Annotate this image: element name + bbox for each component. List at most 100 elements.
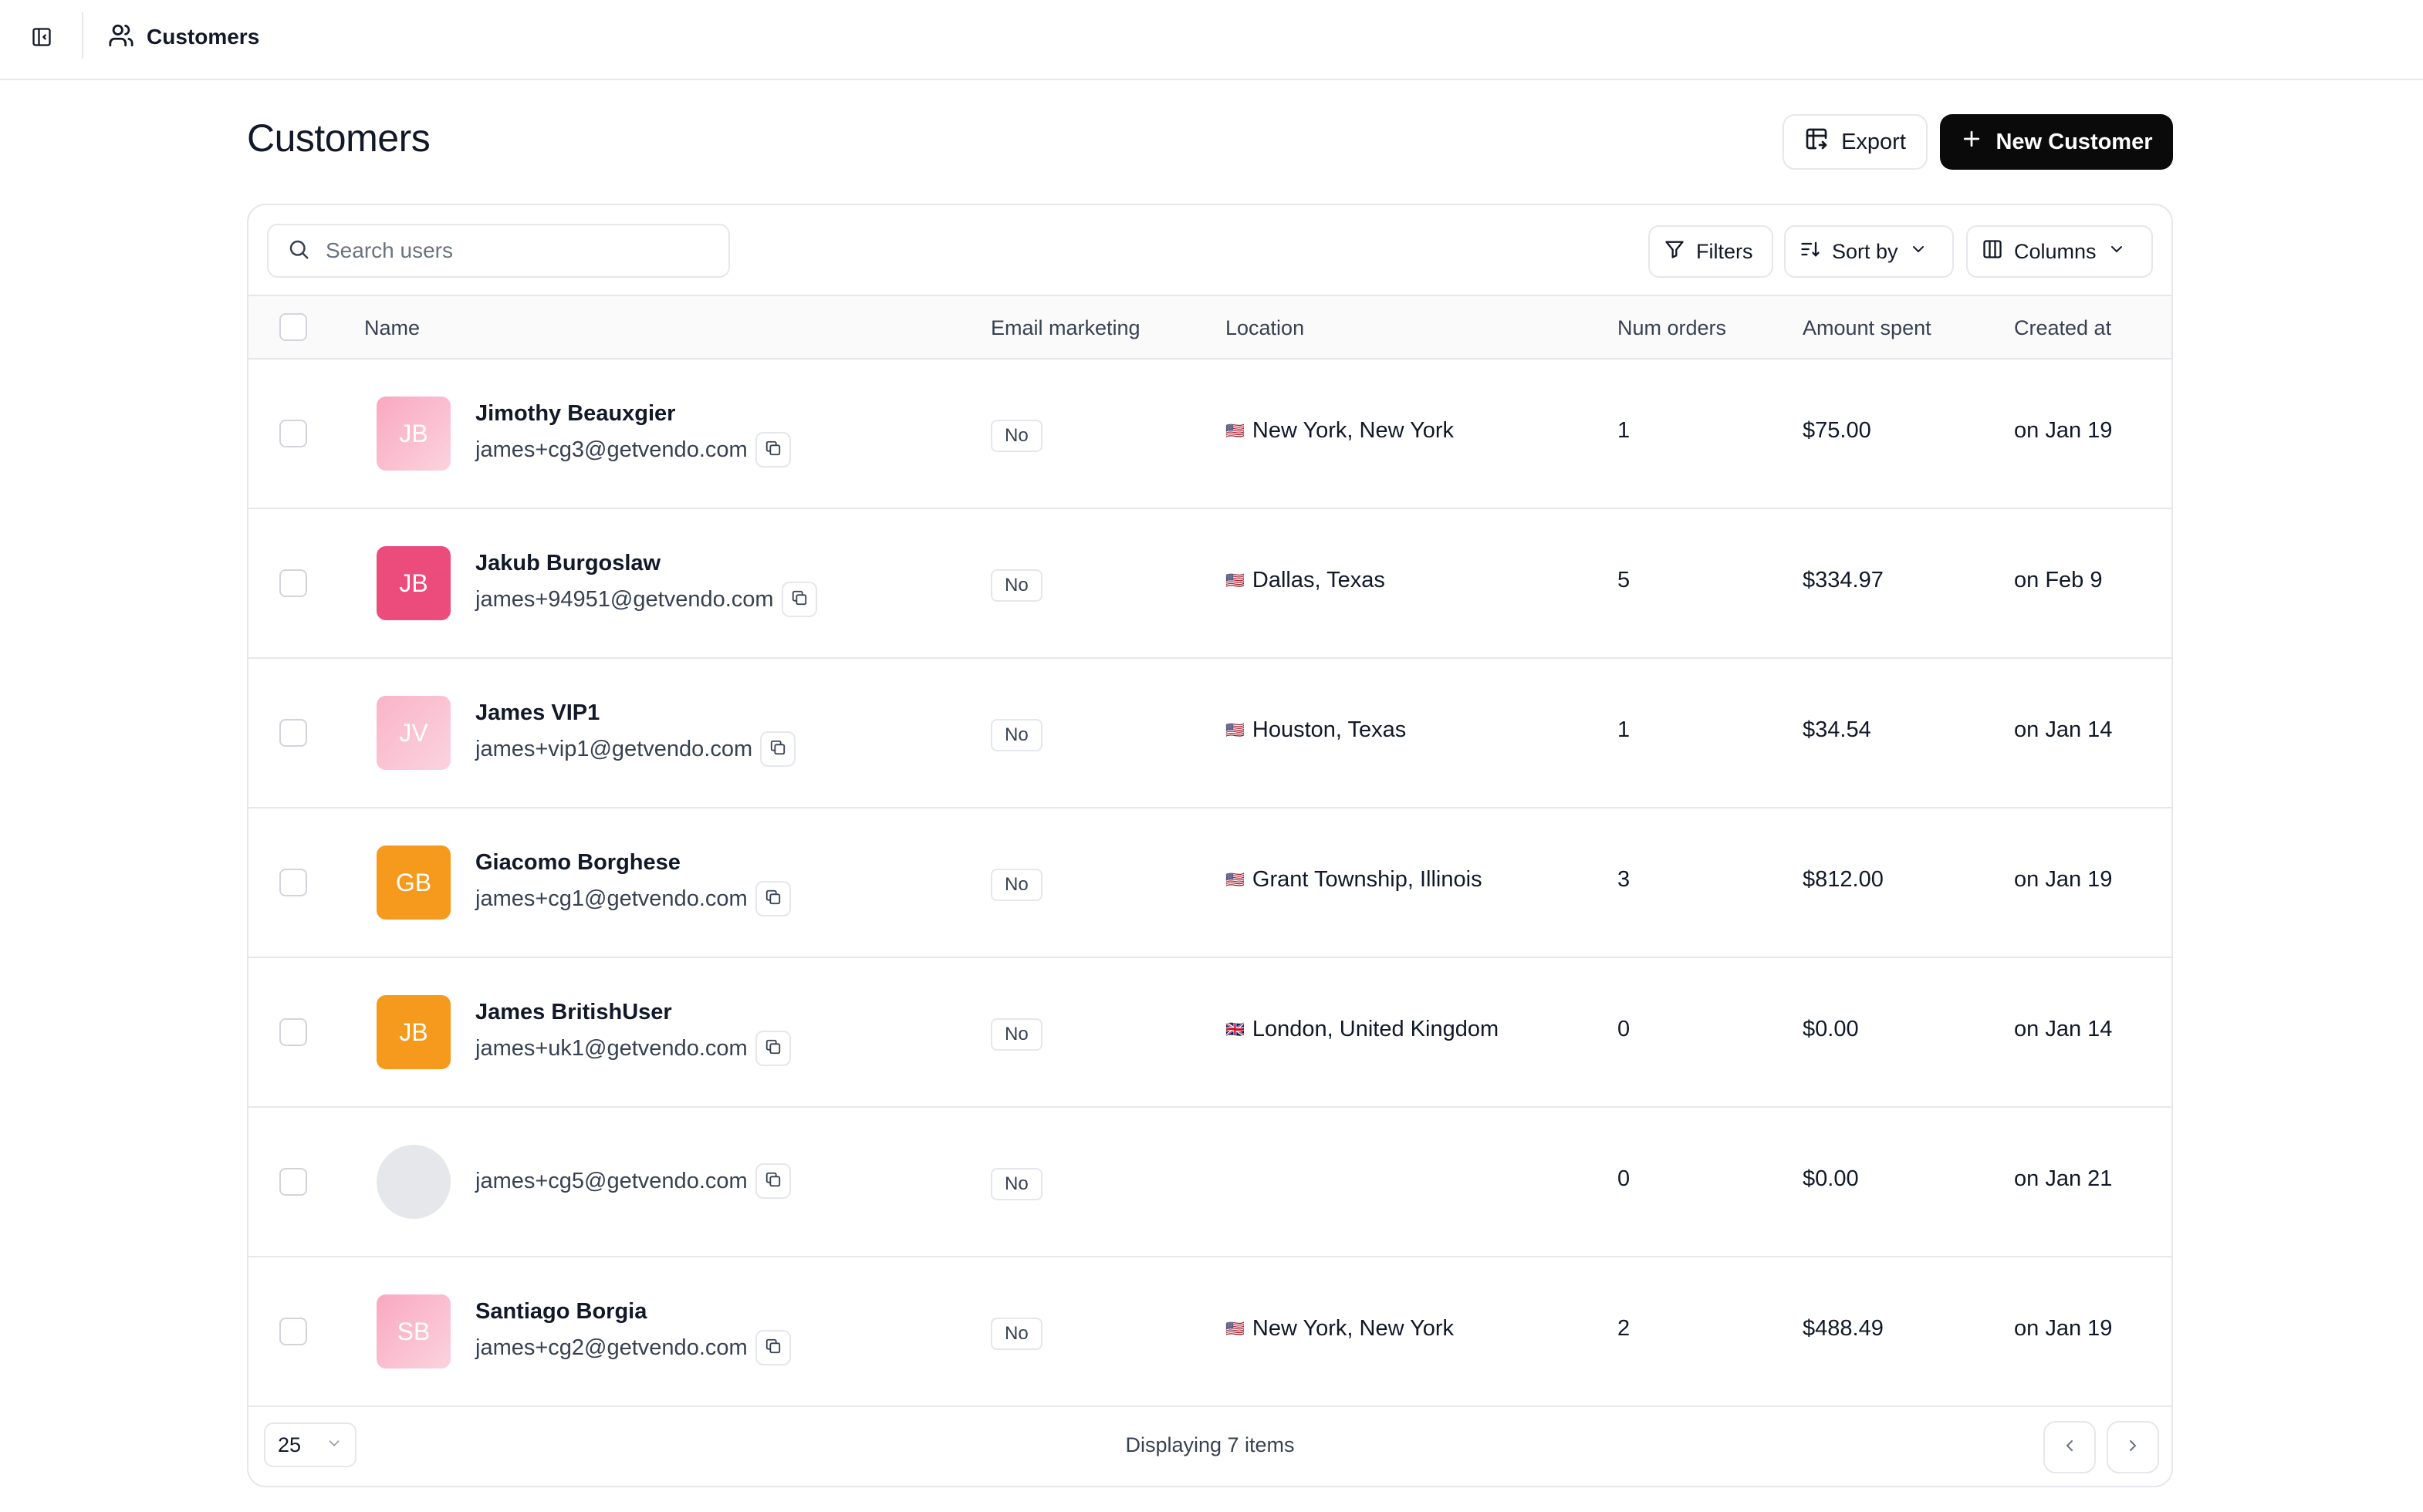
- country-flag-icon: 🇺🇸: [1225, 721, 1245, 739]
- customer-email-group: james+cg2@getvendo.com: [475, 1330, 791, 1365]
- country-flag-icon: 🇺🇸: [1225, 1320, 1245, 1338]
- customer-name[interactable]: James BritishUser: [475, 1000, 672, 1024]
- created-at: on Feb 9: [2014, 568, 2103, 592]
- email-marketing-badge: No: [991, 420, 1043, 452]
- avatar: JV: [377, 696, 451, 770]
- customer-email-group: james+cg5@getvendo.com: [475, 1163, 791, 1199]
- table-row[interactable]: SB Santiago Borgia james+cg2@getvendo.com N…: [248, 1257, 2171, 1407]
- country-flag-icon: 🇺🇸: [1225, 422, 1245, 440]
- plus-icon: [1960, 127, 1983, 157]
- email-marketing-badge: No: [991, 1318, 1043, 1350]
- customer-location: 🇺🇸 Houston, Texas: [1225, 717, 1406, 743]
- avatar: GB: [377, 845, 451, 920]
- email-marketing-badge: No: [991, 719, 1043, 751]
- table-row[interactable]: GB Giacomo Borghese james+cg1@getvendo.com…: [248, 808, 2171, 958]
- avatar: [377, 1145, 451, 1219]
- search-icon: [287, 238, 310, 265]
- copy-icon: [791, 589, 808, 610]
- amount-spent: $334.97: [1803, 568, 1884, 592]
- customer-name[interactable]: James VIP1: [475, 700, 600, 725]
- country-flag-icon: 🇺🇸: [1225, 871, 1245, 889]
- row-checkbox[interactable]: [279, 569, 307, 597]
- avatar-initials: JB: [399, 419, 428, 447]
- customer-name[interactable]: Jakub Burgoslaw: [475, 551, 661, 575]
- row-checkbox[interactable]: [279, 1168, 307, 1196]
- table-row[interactable]: james+cg5@getvendo.com No 0 $0.00 on Jan 21: [248, 1108, 2171, 1257]
- chevron-down-icon: [2107, 240, 2126, 264]
- columns-button-label: Columns: [2014, 239, 2097, 263]
- created-at: on Jan 19: [2014, 1316, 2113, 1341]
- new-customer-button-label: New Customer: [1996, 129, 2153, 154]
- columns-icon: [1982, 238, 2003, 265]
- header-email-marketing[interactable]: Email marketing: [991, 316, 1141, 339]
- export-button[interactable]: Export: [1783, 114, 1928, 170]
- table-row[interactable]: JB Jakub Burgoslaw james+94951@getvendo.co…: [248, 509, 2171, 659]
- copy-email-button[interactable]: [755, 1163, 791, 1199]
- customer-email-group: james+uk1@getvendo.com: [475, 1031, 791, 1066]
- previous-page-button[interactable]: [2043, 1421, 2096, 1473]
- table-header: Name Email marketing Location Num orders…: [248, 296, 2171, 359]
- location-text: Dallas, Texas: [1252, 568, 1385, 592]
- export-button-label: Export: [1841, 129, 1906, 154]
- next-page-button[interactable]: [2107, 1421, 2159, 1473]
- header-amount-spent[interactable]: Amount spent: [1803, 316, 1931, 339]
- location-text: New York, New York: [1252, 418, 1455, 443]
- avatar: JB: [377, 546, 451, 620]
- avatar: JB: [377, 995, 451, 1069]
- customer-name[interactable]: Giacomo Borghese: [475, 850, 681, 875]
- header-location[interactable]: Location: [1225, 316, 1305, 339]
- search-input[interactable]: [326, 238, 711, 263]
- copy-email-button[interactable]: [755, 432, 791, 467]
- search-box[interactable]: [267, 224, 730, 278]
- row-checkbox[interactable]: [279, 869, 307, 896]
- customer-location: 🇺🇸 Dallas, Texas: [1225, 568, 1385, 593]
- filters-button[interactable]: Filters: [1648, 225, 1773, 278]
- top-bar: Customers: [0, 0, 2423, 80]
- copy-email-button[interactable]: [760, 731, 796, 767]
- users-icon: [108, 22, 134, 52]
- num-orders: 1: [1617, 717, 1631, 742]
- avatar-initials: JV: [399, 718, 428, 747]
- header-num-orders[interactable]: Num orders: [1617, 316, 1727, 339]
- display-count: Displaying 7 items: [1125, 1433, 1295, 1456]
- page-size-value: 25: [278, 1433, 302, 1456]
- avatar: SB: [377, 1294, 451, 1369]
- header-created-at[interactable]: Created at: [2014, 316, 2112, 339]
- columns-button[interactable]: Columns: [1966, 225, 2153, 278]
- select-all-checkbox[interactable]: [279, 313, 307, 341]
- copy-email-button[interactable]: [755, 1330, 791, 1365]
- created-at: on Jan 19: [2014, 418, 2113, 443]
- copy-email-button[interactable]: [755, 881, 791, 916]
- copy-email-button[interactable]: [781, 582, 817, 617]
- customer-email-group: james+cg1@getvendo.com: [475, 881, 791, 916]
- country-flag-icon: 🇺🇸: [1225, 572, 1245, 589]
- filter-icon: [1664, 238, 1685, 265]
- row-checkbox[interactable]: [279, 1318, 307, 1345]
- sort-by-button[interactable]: Sort by: [1784, 225, 1954, 278]
- customer-email: james+94951@getvendo.com: [475, 586, 774, 612]
- row-checkbox[interactable]: [279, 719, 307, 747]
- table-row[interactable]: JB James BritishUser james+uk1@getvendo.co…: [248, 958, 2171, 1108]
- avatar-initials: JB: [399, 569, 428, 597]
- sidebar-toggle-icon[interactable]: [25, 20, 59, 54]
- customer-name[interactable]: Jimothy Beauxgier: [475, 401, 676, 426]
- new-customer-button[interactable]: New Customer: [1940, 114, 2173, 170]
- table-row[interactable]: JB Jimothy Beauxgier james+cg3@getvendo.co…: [248, 359, 2171, 509]
- page-size-select[interactable]: 25: [264, 1423, 357, 1467]
- customer-email: james+cg5@getvendo.com: [475, 1168, 748, 1193]
- customer-email: james+vip1@getvendo.com: [475, 736, 753, 761]
- copy-email-button[interactable]: [755, 1031, 791, 1066]
- num-orders: 5: [1617, 568, 1631, 592]
- customer-email-group: james+vip1@getvendo.com: [475, 731, 796, 767]
- header-name[interactable]: Name: [364, 316, 421, 339]
- created-at: on Jan 19: [2014, 867, 2113, 892]
- row-checkbox[interactable]: [279, 420, 307, 447]
- email-marketing-badge: No: [991, 1018, 1043, 1051]
- num-orders: 0: [1617, 1166, 1631, 1191]
- filters-button-label: Filters: [1696, 239, 1753, 263]
- table-body: JB Jimothy Beauxgier james+cg3@getvendo.co…: [248, 359, 2171, 1407]
- location-text: Grant Township, Illinois: [1252, 867, 1482, 892]
- table-row[interactable]: JV James VIP1 james+vip1@getvendo.com No 🇺🇸 H…: [248, 659, 2171, 808]
- row-checkbox[interactable]: [279, 1018, 307, 1046]
- customer-name[interactable]: Santiago Borgia: [475, 1299, 647, 1324]
